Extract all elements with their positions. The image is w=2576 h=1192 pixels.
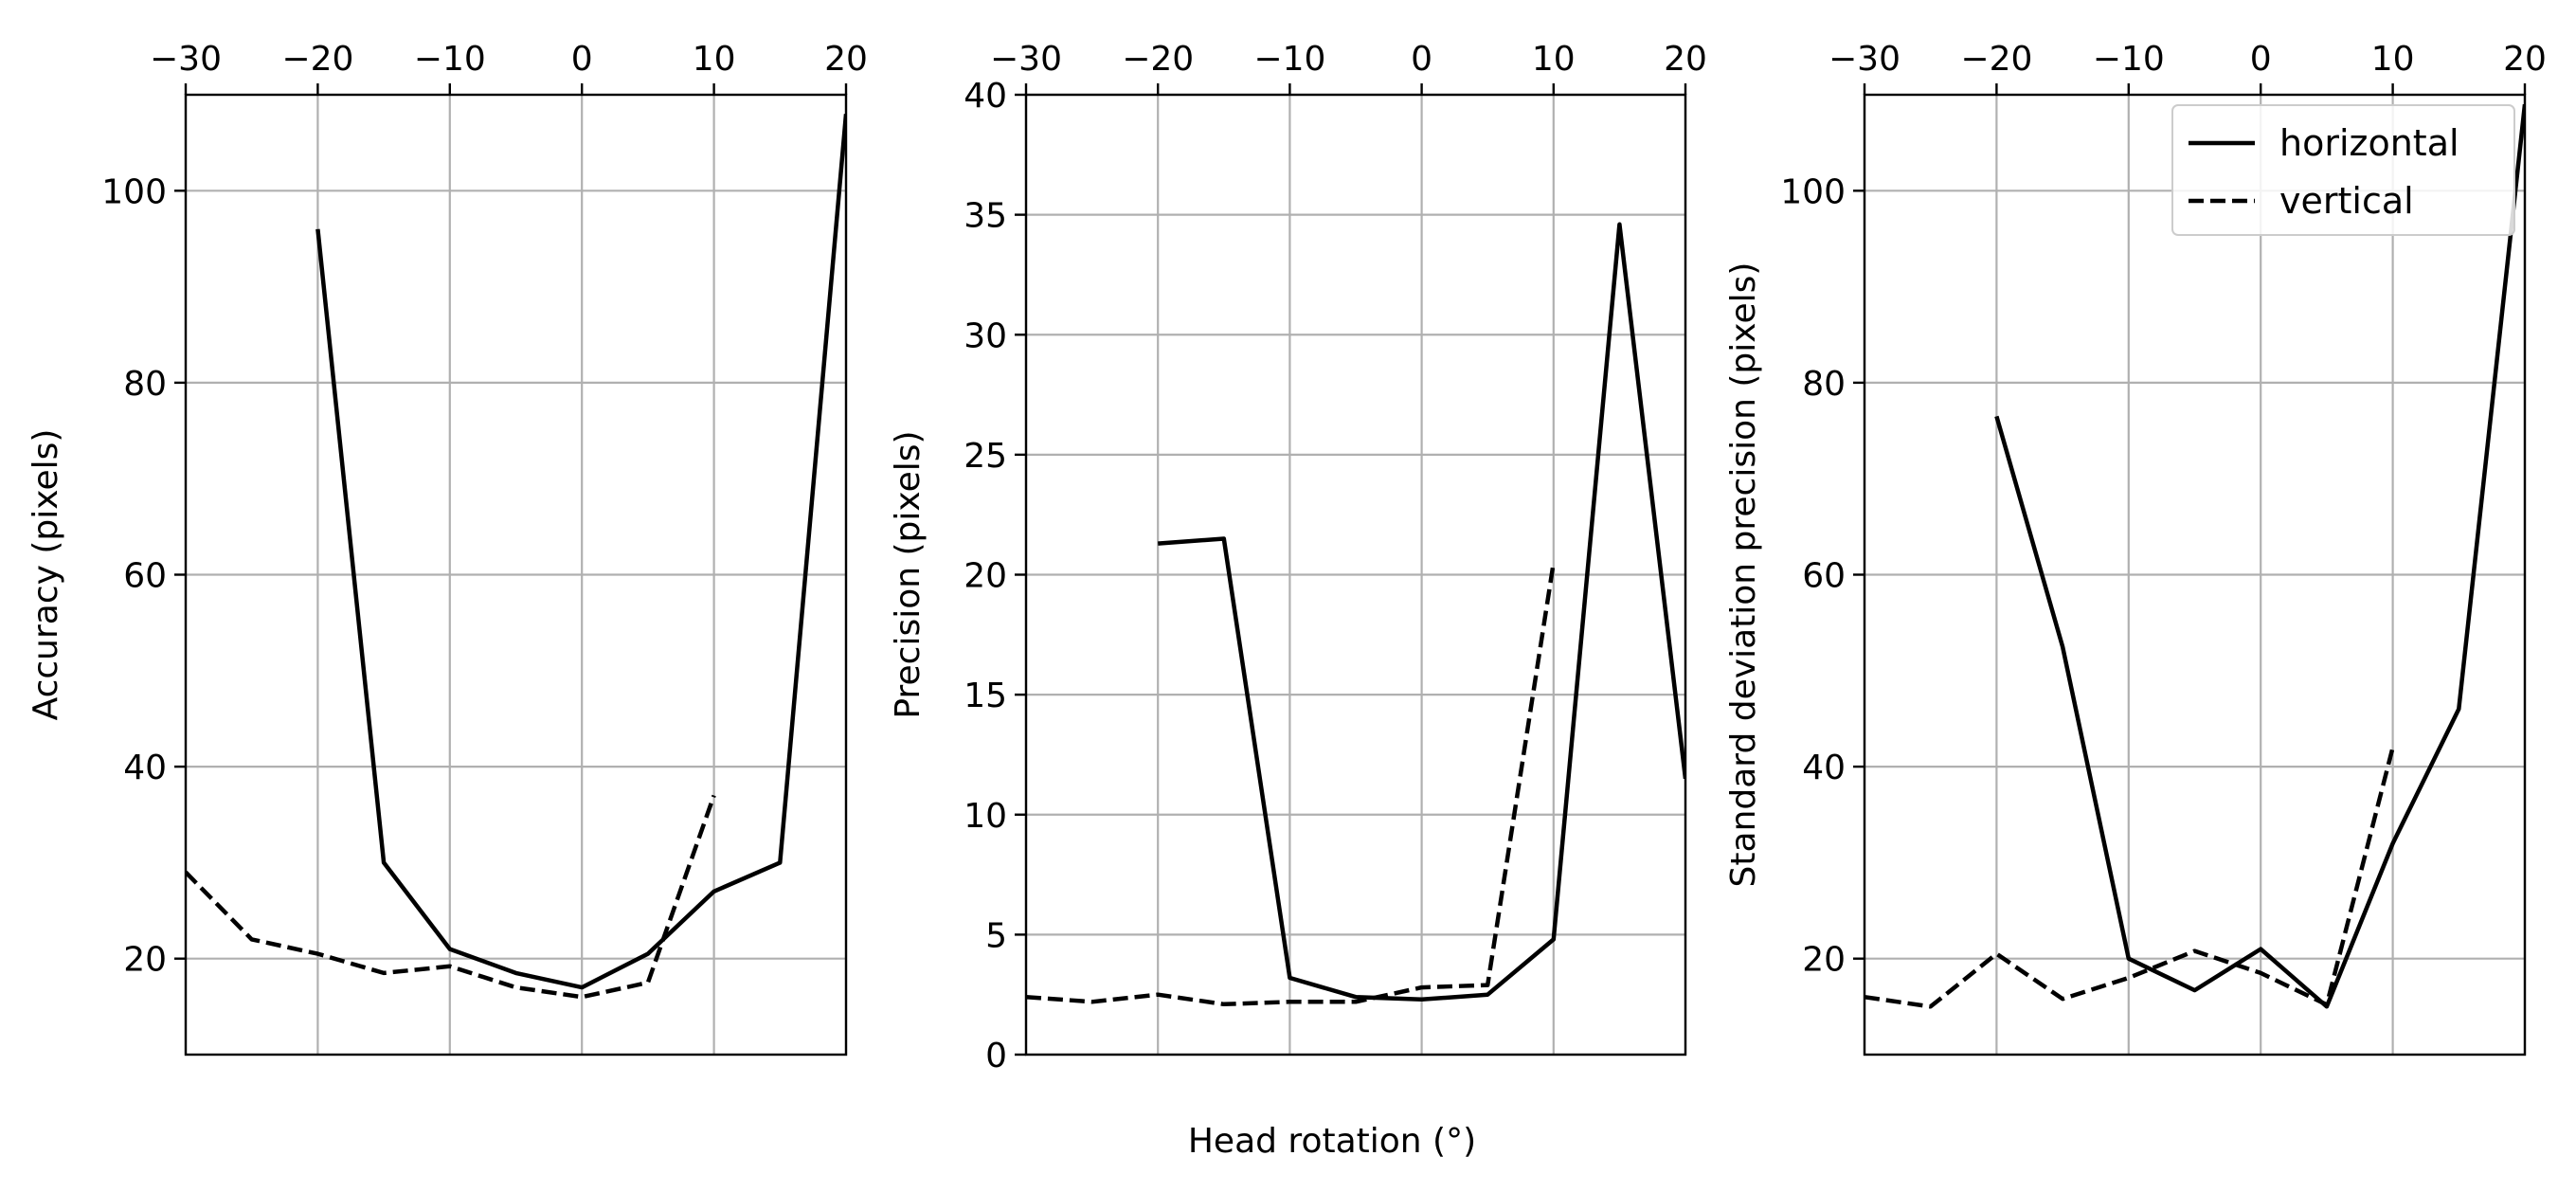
y-tick-label: 35 — [964, 197, 1007, 236]
y-tick-label: 80 — [1802, 365, 1846, 404]
y-tick-label: 25 — [964, 437, 1007, 476]
chart-panel-3: −30 −20 −10 0 10 20 20 40 60 80 100 Standard deviat… — [1724, 40, 2547, 1057]
y-tick-label: 100 — [1780, 172, 1846, 211]
y-tick-label: 100 — [101, 172, 167, 211]
x-tick-label: 20 — [824, 40, 868, 79]
y-tick-label: 40 — [123, 749, 167, 787]
legend-box — [2171, 104, 2515, 236]
x-tick-label: 20 — [1664, 40, 1707, 79]
legend: horizontal vertical — [2171, 104, 2515, 236]
y-tick-label: 5 — [985, 916, 1007, 955]
x-tick-label: 20 — [2503, 40, 2547, 79]
x-tick-label: −10 — [2093, 40, 2165, 79]
y-tick-label: 40 — [964, 77, 1007, 116]
y-tick-label: 15 — [964, 677, 1007, 715]
series-group — [186, 114, 846, 1000]
series-line-dashed — [186, 794, 716, 1000]
x-tick-label: −20 — [281, 40, 353, 79]
y-tick-label: 40 — [1802, 749, 1846, 787]
y-tick-label: 20 — [123, 941, 167, 980]
chart-panel-2: −30 −20 −10 0 10 20 0 5 10 15 20 25 30 35 40 Precision … — [889, 40, 1707, 1075]
x-tick-label: −10 — [414, 40, 486, 79]
series-line-solid — [315, 114, 846, 990]
y-tick-label: 20 — [964, 557, 1007, 596]
x-tick-label: 10 — [2371, 40, 2415, 79]
chart-panel-1: −30 −20 −10 0 10 20 20 40 60 80 100 Accuracy (pixel… — [27, 40, 868, 1057]
figure-x-axis-label: Head rotation (°) — [1188, 1122, 1476, 1161]
y-tick-label: 60 — [1802, 557, 1846, 596]
series-line-solid — [1158, 222, 1685, 1002]
x-tick-label: −20 — [1122, 40, 1194, 79]
y-tick-label: 20 — [1802, 941, 1846, 980]
x-tick-label: 10 — [1532, 40, 1576, 79]
series-group — [1864, 103, 2525, 1009]
x-tick-label: −10 — [1253, 40, 1325, 79]
x-tick-label: 0 — [571, 40, 593, 79]
y-tick-label: 0 — [985, 1037, 1007, 1075]
y-tick-label: 60 — [123, 557, 167, 596]
legend-label-vertical: vertical — [2279, 180, 2414, 222]
y-tick-label: 30 — [964, 316, 1007, 355]
series-line-dashed — [1026, 562, 1557, 1007]
x-tick-label: −30 — [990, 40, 1062, 79]
series-line-vertical — [1864, 747, 2395, 1009]
y-axis-label: Precision (pixels) — [889, 430, 928, 718]
x-tick-label: −20 — [1960, 40, 2032, 79]
y-tick-label: 80 — [123, 365, 167, 404]
series-group — [1026, 222, 1685, 1007]
y-tick-label: 10 — [964, 797, 1007, 836]
legend-label-horizontal: horizontal — [2279, 122, 2459, 164]
series-line-horizontal — [1994, 103, 2525, 1009]
x-tick-label: −30 — [1828, 40, 1900, 79]
x-tick-label: −30 — [150, 40, 222, 79]
x-tick-label: 10 — [693, 40, 736, 79]
y-axis-label: Standard deviation precision (pixels) — [1724, 262, 1763, 888]
x-tick-label: 0 — [1411, 40, 1432, 79]
x-tick-label: 0 — [2250, 40, 2272, 79]
y-axis-label: Accuracy (pixels) — [27, 429, 65, 721]
